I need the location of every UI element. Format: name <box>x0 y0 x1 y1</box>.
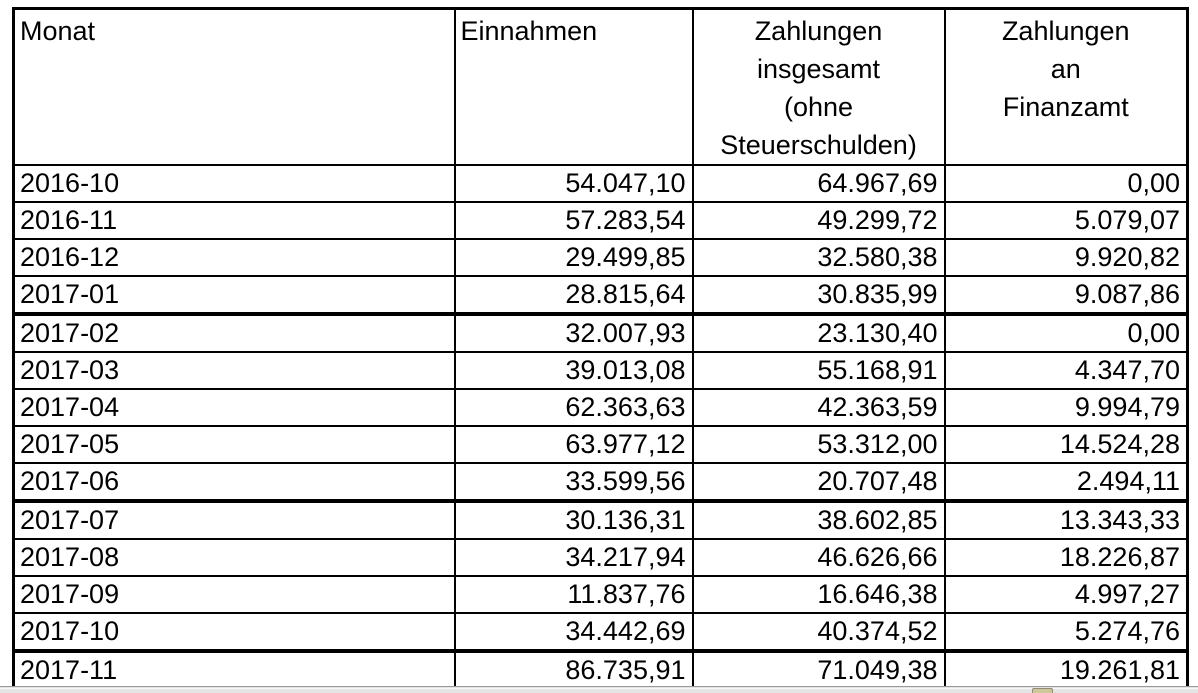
row-einnahmen-cell: 28.815,64 <box>453 275 694 316</box>
row-zahlungen-finanzamt-cell: 2.494,11 <box>943 462 1189 503</box>
column-header-monat: Monat <box>12 7 456 166</box>
row-einnahmen-cell: 86.735,91 <box>453 650 694 691</box>
row-einnahmen-cell: 30.136,31 <box>453 500 694 540</box>
row-zahlungen-insgesamt-cell: 71.049,38 <box>691 650 946 691</box>
row-zahlungen-finanzamt-cell: 0,00 <box>943 313 1189 353</box>
table-row: 2017-08 34.217,94 46.626,66 18.226,87 <box>12 538 1189 577</box>
table-header: Monat Einnahmen Zahlungen insgesamt (ohn… <box>12 7 1189 166</box>
table-row: 2017-10 34.442,69 40.374,52 5.274,76 <box>12 612 1189 653</box>
row-zahlungen-finanzamt-cell: 9.920,82 <box>943 238 1189 277</box>
row-zahlungen-insgesamt-cell: 53.312,00 <box>691 425 946 464</box>
table-row: 2017-05 63.977,12 53.312,00 14.524,28 <box>12 425 1189 464</box>
row-zahlungen-finanzamt-cell: 9.087,86 <box>943 275 1189 316</box>
table-row: 2017-01 28.815,64 30.835,99 9.087,86 <box>12 275 1189 316</box>
row-month-cell: 2017-04 <box>12 388 456 427</box>
table-row: 2016-12 29.499,85 32.580,38 9.920,82 <box>12 238 1189 277</box>
row-zahlungen-finanzamt-cell: 4.997,27 <box>943 575 1189 614</box>
table-row: 2017-06 33.599,56 20.707,48 2.494,11 <box>12 462 1189 503</box>
row-zahlungen-finanzamt-cell: 19.261,81 <box>943 650 1189 691</box>
row-zahlungen-finanzamt-cell: 5.079,07 <box>943 201 1189 240</box>
row-zahlungen-finanzamt-cell: 14.524,28 <box>943 425 1189 464</box>
row-zahlungen-insgesamt-cell: 16.646,38 <box>691 575 946 614</box>
row-month-cell: 2016-12 <box>12 238 456 277</box>
row-zahlungen-finanzamt-cell: 4.347,70 <box>943 351 1189 390</box>
row-einnahmen-cell: 11.837,76 <box>453 575 694 614</box>
table-row: 2016-10 54.047,10 64.967,69 0,00 <box>12 164 1189 203</box>
row-zahlungen-insgesamt-cell: 40.374,52 <box>691 612 946 653</box>
row-einnahmen-cell: 34.217,94 <box>453 538 694 577</box>
row-zahlungen-finanzamt-cell: 0,00 <box>943 164 1189 203</box>
row-zahlungen-insgesamt-cell: 46.626,66 <box>691 538 946 577</box>
row-einnahmen-cell: 33.599,56 <box>453 462 694 503</box>
column-header-einnahmen: Einnahmen <box>453 7 694 166</box>
table-row: 2017-11 86.735,91 71.049,38 19.261,81 <box>12 650 1189 691</box>
table-row: 2016-11 57.283,54 49.299,72 5.079,07 <box>12 201 1189 240</box>
sheet-tab-marker[interactable] <box>1032 688 1053 693</box>
row-zahlungen-insgesamt-cell: 49.299,72 <box>691 201 946 240</box>
row-month-cell: 2017-11 <box>12 650 456 691</box>
table-row: 2017-07 30.136,31 38.602,85 13.343,33 <box>12 500 1189 540</box>
row-zahlungen-insgesamt-cell: 20.707,48 <box>691 462 946 503</box>
row-month-cell: 2016-10 <box>12 164 456 203</box>
row-month-cell: 2017-01 <box>12 275 456 316</box>
row-zahlungen-insgesamt-cell: 55.168,91 <box>691 351 946 390</box>
row-month-cell: 2017-02 <box>12 313 456 353</box>
table-row: 2017-09 11.837,76 16.646,38 4.997,27 <box>12 575 1189 614</box>
row-zahlungen-finanzamt-cell: 18.226,87 <box>943 538 1189 577</box>
row-einnahmen-cell: 32.007,93 <box>453 313 694 353</box>
row-zahlungen-finanzamt-cell: 5.274,76 <box>943 612 1189 653</box>
row-einnahmen-cell: 54.047,10 <box>453 164 694 203</box>
row-einnahmen-cell: 34.442,69 <box>453 612 694 653</box>
column-header-zahlungen-finanzamt: Zahlungen an Finanzamt <box>943 7 1189 166</box>
row-einnahmen-cell: 39.013,08 <box>453 351 694 390</box>
row-zahlungen-insgesamt-cell: 30.835,99 <box>691 275 946 316</box>
row-month-cell: 2017-10 <box>12 612 456 653</box>
row-zahlungen-finanzamt-cell: 9.994,79 <box>943 388 1189 427</box>
row-einnahmen-cell: 57.283,54 <box>453 201 694 240</box>
table-row: 2017-02 32.007,93 23.130,40 0,00 <box>12 313 1189 353</box>
window-bottom-strip <box>0 686 1198 693</box>
row-month-cell: 2017-08 <box>12 538 456 577</box>
row-zahlungen-insgesamt-cell: 23.130,40 <box>691 313 946 353</box>
header-row: Monat Einnahmen Zahlungen insgesamt (ohn… <box>12 7 1189 166</box>
row-zahlungen-insgesamt-cell: 42.363,59 <box>691 388 946 427</box>
table-body: 2016-10 54.047,10 64.967,69 0,00 2016-11 57.2… <box>12 164 1189 691</box>
row-month-cell: 2017-06 <box>12 462 456 503</box>
column-header-zahlungen-insgesamt: Zahlungen insgesamt (ohne Steuerschulden… <box>691 7 946 166</box>
row-zahlungen-insgesamt-cell: 64.967,69 <box>691 164 946 203</box>
row-zahlungen-insgesamt-cell: 38.602,85 <box>691 500 946 540</box>
row-month-cell: 2017-07 <box>12 500 456 540</box>
strip-highlight <box>0 688 1198 689</box>
table-row: 2017-03 39.013,08 55.168,91 4.347,70 <box>12 351 1189 390</box>
row-month-cell: 2017-05 <box>12 425 456 464</box>
row-einnahmen-cell: 63.977,12 <box>453 425 694 464</box>
row-month-cell: 2017-09 <box>12 575 456 614</box>
row-month-cell: 2016-11 <box>12 201 456 240</box>
row-month-cell: 2017-03 <box>12 351 456 390</box>
row-einnahmen-cell: 62.363,63 <box>453 388 694 427</box>
table-row: 2017-04 62.363,63 42.363,59 9.994,79 <box>12 388 1189 427</box>
row-zahlungen-finanzamt-cell: 13.343,33 <box>943 500 1189 540</box>
row-zahlungen-insgesamt-cell: 32.580,38 <box>691 238 946 277</box>
row-einnahmen-cell: 29.499,85 <box>453 238 694 277</box>
data-table: Monat Einnahmen Zahlungen insgesamt (ohn… <box>12 7 1189 691</box>
